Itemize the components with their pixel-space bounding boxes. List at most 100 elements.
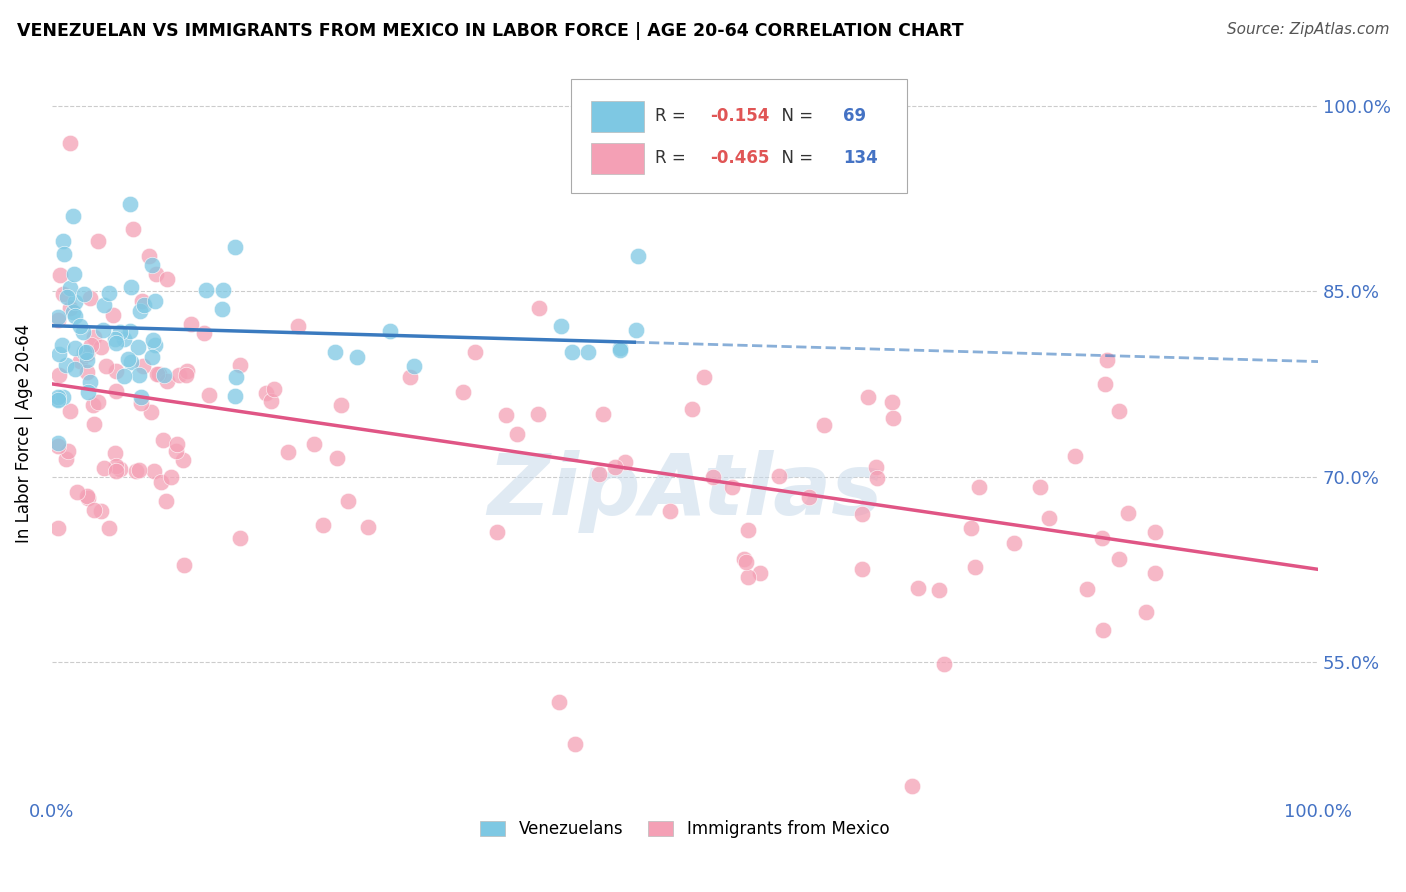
Point bbox=[1144, 525, 1167, 540]
Point bbox=[104, 332, 127, 346]
Text: Source: ZipAtlas.com: Source: ZipAtlas.com bbox=[1226, 22, 1389, 37]
Point bbox=[211, 283, 233, 297]
Point bbox=[224, 240, 246, 254]
Point bbox=[1097, 352, 1119, 367]
Point bbox=[73, 345, 96, 359]
Point bbox=[145, 367, 167, 381]
Point bbox=[224, 389, 246, 403]
Point bbox=[588, 467, 610, 482]
Point bbox=[330, 398, 353, 412]
Point bbox=[681, 401, 703, 416]
Point bbox=[52, 234, 75, 248]
Point bbox=[605, 460, 627, 475]
Point bbox=[76, 353, 98, 368]
Point bbox=[172, 453, 194, 467]
Point bbox=[117, 352, 139, 367]
Point bbox=[83, 417, 105, 432]
Point bbox=[76, 347, 98, 361]
Point bbox=[866, 471, 889, 485]
Point bbox=[46, 313, 69, 327]
Point bbox=[59, 301, 82, 315]
Point bbox=[735, 555, 758, 569]
Point bbox=[72, 326, 94, 340]
Point bbox=[79, 375, 101, 389]
Point bbox=[527, 301, 550, 316]
Point bbox=[263, 383, 285, 397]
Text: -0.154: -0.154 bbox=[710, 107, 769, 125]
Point bbox=[62, 305, 84, 319]
Point bbox=[141, 259, 163, 273]
Point bbox=[228, 359, 250, 373]
Point bbox=[166, 437, 188, 451]
Point bbox=[121, 222, 143, 236]
Point bbox=[768, 469, 790, 483]
Point bbox=[96, 359, 118, 373]
Point bbox=[125, 464, 148, 478]
Point bbox=[46, 392, 69, 406]
Point bbox=[592, 407, 614, 421]
Point bbox=[176, 368, 198, 382]
Point bbox=[737, 570, 759, 584]
Point bbox=[52, 247, 75, 261]
Point bbox=[346, 350, 368, 364]
Point bbox=[105, 336, 128, 351]
Text: R =: R = bbox=[655, 107, 690, 125]
Point bbox=[131, 293, 153, 308]
Point bbox=[1090, 531, 1112, 545]
Point bbox=[129, 390, 152, 404]
Point bbox=[197, 387, 219, 401]
Point bbox=[693, 369, 716, 384]
Point bbox=[46, 392, 69, 407]
Point bbox=[153, 368, 176, 382]
Point bbox=[112, 332, 135, 346]
Point bbox=[120, 354, 142, 368]
Point bbox=[55, 451, 77, 466]
Point bbox=[77, 385, 100, 400]
Point bbox=[720, 480, 742, 494]
Point bbox=[63, 295, 86, 310]
Text: N =: N = bbox=[770, 107, 818, 125]
Point bbox=[609, 343, 631, 358]
Point bbox=[87, 394, 110, 409]
Point bbox=[104, 384, 127, 398]
FancyBboxPatch shape bbox=[592, 143, 644, 174]
Point bbox=[76, 491, 98, 506]
Point bbox=[229, 532, 252, 546]
Point bbox=[143, 338, 166, 352]
Point bbox=[1143, 566, 1166, 580]
Point bbox=[323, 345, 346, 359]
Point bbox=[576, 345, 599, 359]
Point bbox=[211, 301, 233, 316]
Point bbox=[112, 369, 135, 384]
Point bbox=[195, 283, 218, 297]
Point bbox=[932, 657, 955, 672]
Point bbox=[527, 407, 550, 421]
Point bbox=[506, 426, 529, 441]
Point bbox=[963, 560, 986, 574]
Point bbox=[128, 304, 150, 318]
Point bbox=[51, 338, 73, 352]
Point bbox=[609, 341, 631, 355]
Point bbox=[225, 369, 247, 384]
Point bbox=[46, 390, 69, 404]
Point bbox=[851, 507, 873, 521]
Point bbox=[76, 489, 98, 503]
Point bbox=[66, 484, 89, 499]
Point bbox=[260, 394, 283, 409]
Point bbox=[548, 695, 571, 709]
Point bbox=[160, 470, 183, 484]
Point bbox=[83, 329, 105, 343]
Point bbox=[1076, 582, 1098, 597]
Point bbox=[749, 566, 772, 581]
Point bbox=[1116, 506, 1139, 520]
Point bbox=[312, 518, 335, 533]
Text: N =: N = bbox=[770, 149, 818, 167]
Point bbox=[127, 340, 149, 354]
Point bbox=[1108, 404, 1130, 418]
Point bbox=[613, 455, 636, 469]
Point bbox=[82, 398, 104, 412]
Point bbox=[813, 417, 835, 432]
Text: 69: 69 bbox=[844, 107, 866, 125]
Point bbox=[59, 281, 82, 295]
Point bbox=[495, 409, 517, 423]
